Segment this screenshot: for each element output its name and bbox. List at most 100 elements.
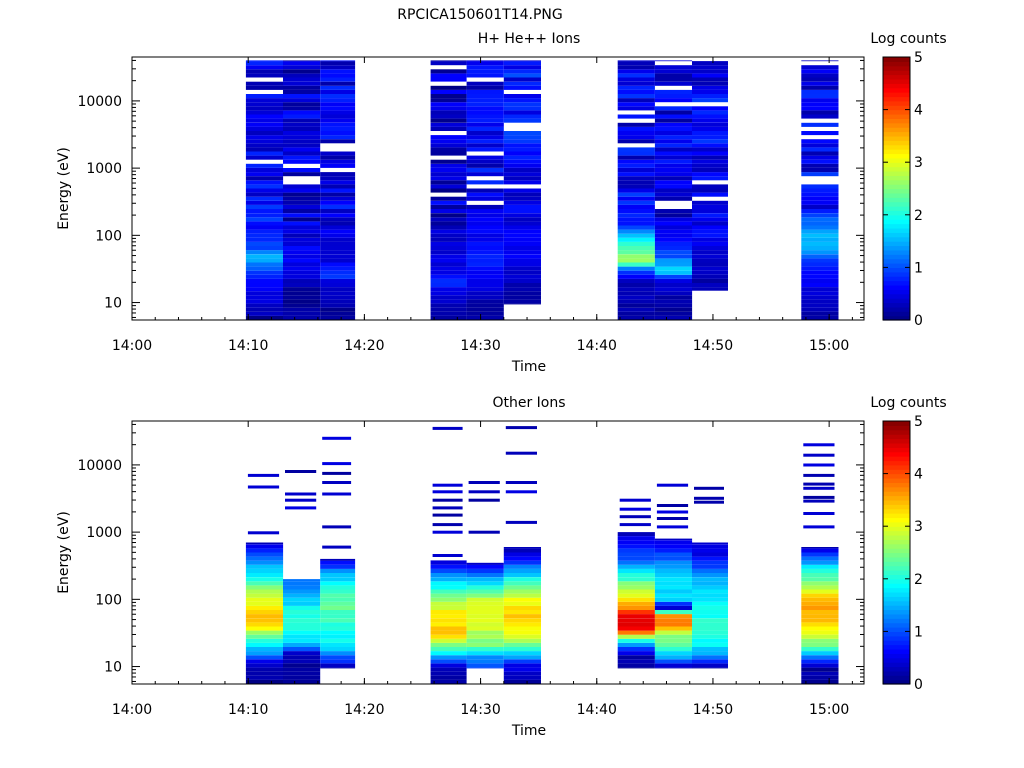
energy-bin — [320, 106, 356, 111]
sparse-count-line — [432, 554, 463, 557]
energy-bin — [617, 213, 655, 218]
energy-bin — [801, 192, 839, 197]
energy-bin — [692, 118, 728, 123]
spectrogram-column — [466, 481, 504, 669]
energy-bin — [654, 593, 693, 598]
energy-bin — [245, 544, 284, 549]
energy-bin — [617, 614, 655, 619]
colorbar-swatch — [883, 631, 910, 637]
energy-bin — [692, 159, 728, 164]
energy-bin — [617, 610, 655, 615]
energy-bin — [466, 106, 504, 111]
energy-bin — [503, 192, 541, 197]
energy-bin — [654, 287, 693, 292]
energy-bin — [801, 155, 839, 160]
spectrogram-column — [430, 426, 467, 684]
energy-bin — [245, 634, 284, 639]
energy-bin — [283, 630, 321, 635]
energy-bin — [430, 168, 467, 173]
energy-bin — [283, 250, 321, 255]
energy-bin — [617, 283, 655, 288]
energy-bin — [466, 278, 504, 283]
colorbar-swatch — [883, 561, 910, 567]
sparse-count-line — [468, 490, 500, 494]
energy-bin — [654, 266, 693, 271]
energy-bin — [503, 225, 541, 230]
colorbar-swatch — [883, 657, 910, 663]
energy-bin — [320, 299, 356, 304]
energy-bin — [466, 254, 504, 259]
energy-bin — [692, 601, 728, 606]
energy-bin — [466, 266, 504, 271]
energy-bin — [801, 94, 839, 99]
energy-bin — [692, 647, 728, 652]
energy-bin — [245, 233, 284, 238]
energy-bin — [654, 667, 693, 669]
colorbar-swatch — [883, 574, 910, 580]
energy-bin — [283, 614, 321, 619]
energy-bin — [801, 659, 839, 664]
energy-bin — [801, 671, 839, 676]
energy-bin — [283, 217, 321, 222]
colorbar-swatch — [883, 578, 910, 584]
energy-bin — [466, 135, 504, 140]
energy-bin — [466, 655, 504, 660]
energy-bin — [283, 85, 321, 90]
energy-bin — [801, 675, 839, 680]
energy-bin — [283, 254, 321, 259]
energy-bin — [283, 667, 321, 672]
energy-bin — [692, 98, 728, 103]
colorbar-swatch — [883, 113, 910, 119]
energy-bin — [654, 274, 693, 279]
colorbar-swatch — [883, 539, 910, 545]
energy-bin — [283, 213, 321, 218]
energy-bin — [692, 270, 728, 275]
energy-bin — [320, 65, 356, 70]
energy-bin — [430, 200, 467, 205]
energy-bin — [692, 151, 728, 156]
energy-bin — [245, 155, 284, 160]
energy-bin — [283, 114, 321, 119]
energy-bin — [617, 139, 655, 144]
energy-bin — [617, 250, 655, 255]
energy-bin — [320, 558, 356, 561]
energy-bin — [283, 221, 321, 226]
sparse-count-line — [803, 482, 835, 486]
energy-bin — [245, 597, 284, 602]
energy-bin — [801, 291, 839, 296]
energy-bin — [245, 217, 284, 222]
energy-bin — [654, 552, 693, 557]
energy-bin — [430, 581, 467, 586]
energy-bin — [466, 168, 504, 173]
energy-bin — [617, 258, 655, 263]
energy-bin — [801, 258, 839, 263]
energy-bin — [430, 126, 467, 131]
energy-bin — [320, 266, 356, 271]
energy-bin — [692, 89, 728, 94]
energy-bin — [283, 61, 321, 66]
energy-bin — [283, 246, 321, 251]
energy-bin — [692, 250, 728, 255]
sparse-count-line — [656, 510, 689, 514]
energy-bin — [801, 81, 839, 86]
energy-bin — [466, 618, 504, 623]
energy-bin — [692, 573, 728, 578]
colorbar-swatch — [883, 451, 910, 457]
energy-bin — [283, 98, 321, 103]
energy-bin — [654, 311, 693, 316]
y-tick-label: 10000 — [77, 458, 122, 474]
sparse-count-line — [322, 481, 352, 484]
energy-bin — [320, 172, 356, 177]
energy-bin — [654, 196, 693, 201]
energy-bin — [617, 168, 655, 173]
energy-bin — [801, 548, 839, 553]
energy-bin — [503, 60, 541, 62]
energy-bin — [801, 196, 839, 201]
energy-bin — [466, 85, 504, 90]
energy-bin — [617, 229, 655, 234]
energy-bin — [801, 73, 839, 78]
energy-bin — [430, 283, 467, 288]
energy-bin — [466, 642, 504, 647]
energy-bin — [320, 176, 356, 181]
